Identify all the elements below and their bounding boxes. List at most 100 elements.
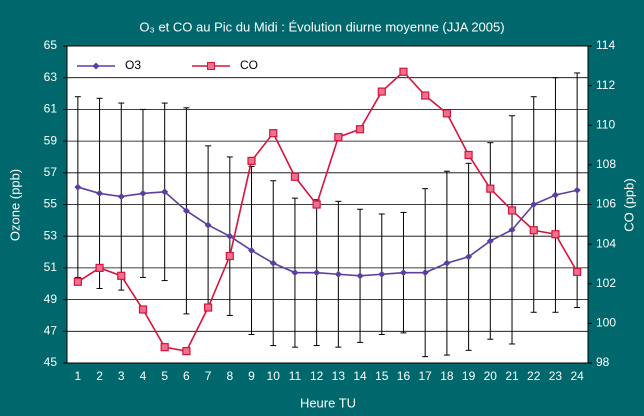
marker (204, 303, 213, 312)
y-axis-label: Ozone (ppb) (7, 169, 22, 241)
x-tick-label: 1 (75, 369, 82, 383)
x-tick-label: 6 (183, 369, 190, 383)
marker (334, 270, 342, 278)
marker (313, 269, 321, 277)
y2-tick-label: 98 (596, 355, 610, 369)
marker (442, 109, 451, 118)
marker (421, 91, 430, 100)
marker (247, 156, 256, 166)
y-tick-label: 63 (44, 70, 58, 84)
marker (139, 189, 147, 197)
x-tick-label: 10 (267, 369, 281, 383)
chart-title: O₃ et CO au Pic du Midi : Évolution diur… (139, 19, 504, 34)
marker (421, 269, 429, 277)
marker (160, 343, 169, 352)
x-tick-label: 8 (226, 369, 233, 383)
marker (399, 67, 408, 76)
x-tick-label: 3 (118, 369, 125, 383)
marker (161, 188, 169, 196)
x-tick-label: 13 (332, 369, 346, 383)
marker (399, 269, 407, 277)
marker (117, 193, 125, 201)
marker (486, 237, 494, 245)
legend-marker (92, 62, 100, 70)
marker (529, 226, 538, 235)
marker (96, 189, 104, 197)
x-tick-label: 16 (397, 369, 411, 383)
y-tick-label: 49 (44, 292, 58, 306)
y2-tick-label: 112 (596, 78, 615, 92)
marker (573, 267, 582, 276)
legend-marker (207, 62, 215, 70)
y-tick-label: 45 (44, 355, 58, 369)
x-tick-label: 5 (161, 369, 168, 383)
x-axis-label: Heure TU (300, 395, 356, 410)
marker (355, 125, 365, 134)
marker (551, 191, 559, 199)
x-tick-label: 11 (289, 369, 302, 383)
x-tick-label: 4 (140, 369, 147, 383)
x-tick-label: 9 (248, 369, 255, 383)
y2-tick-label: 102 (596, 276, 616, 290)
marker (204, 221, 212, 229)
y-tick-label: 55 (44, 197, 58, 211)
marker (356, 272, 364, 280)
marker (486, 184, 495, 193)
y2-tick-label: 100 (596, 316, 616, 330)
marker (117, 271, 126, 280)
x-tick-label: 7 (205, 369, 212, 383)
marker (182, 207, 190, 215)
marker (377, 87, 386, 96)
x-tick-label: 20 (484, 369, 498, 383)
marker (464, 150, 473, 160)
y2-axis-label: CO (ppb) (621, 178, 636, 231)
marker (291, 269, 299, 277)
marker (269, 129, 278, 138)
x-tick-label: 18 (440, 369, 454, 383)
marker (269, 259, 277, 267)
marker (225, 251, 234, 261)
y2-tick-label: 108 (596, 157, 616, 171)
y-tick-label: 65 (44, 38, 58, 52)
x-tick-label: 21 (505, 369, 519, 383)
marker (226, 232, 234, 240)
marker (95, 263, 104, 272)
marker (507, 206, 517, 215)
y-tick-label: 57 (44, 165, 58, 179)
marker (551, 230, 560, 239)
x-tick-label: 19 (462, 369, 476, 383)
marker (443, 259, 451, 267)
y2-tick-label: 110 (596, 117, 615, 131)
marker (290, 172, 300, 181)
marker (573, 186, 581, 194)
x-tick-label: 22 (527, 369, 541, 383)
series-line (77, 186, 578, 277)
y2-tick-label: 104 (596, 236, 616, 250)
marker (508, 226, 516, 234)
y2-tick-label: 106 (596, 197, 616, 211)
x-tick-label: 17 (419, 369, 433, 383)
x-tick-label: 24 (570, 369, 584, 383)
marker (138, 305, 148, 314)
y-tick-label: 47 (44, 323, 58, 337)
marker (334, 133, 343, 142)
marker (378, 270, 386, 278)
marker (312, 200, 321, 209)
x-tick-label: 14 (353, 369, 367, 383)
marker (465, 253, 473, 261)
legend-label: CO (240, 58, 258, 72)
x-tick-label: 12 (310, 369, 324, 383)
y-tick-label: 51 (44, 260, 58, 274)
x-tick-label: 15 (375, 369, 389, 383)
marker (74, 183, 82, 191)
legend-label: O3 (125, 58, 141, 72)
marker (530, 201, 538, 208)
marker (73, 277, 82, 286)
y-tick-label: 59 (44, 133, 58, 147)
marker (248, 246, 256, 254)
y-tick-label: 53 (44, 228, 58, 242)
y-tick-label: 61 (44, 102, 58, 116)
x-tick-label: 23 (549, 369, 563, 383)
y2-tick-label: 114 (596, 38, 615, 52)
